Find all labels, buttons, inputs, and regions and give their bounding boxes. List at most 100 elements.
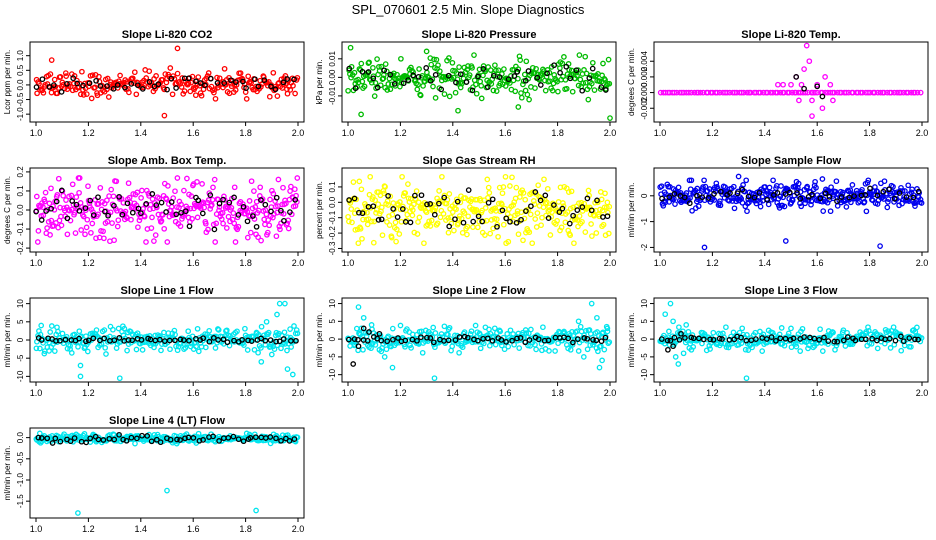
panel-sample-flow: Slope Sample Flow ml/min per min. 1.0 1.2 1.… bbox=[627, 155, 929, 268]
data-point bbox=[816, 336, 823, 343]
x-tick-label: 1.8 bbox=[551, 388, 564, 398]
data-point bbox=[697, 89, 704, 96]
data-point bbox=[757, 89, 764, 96]
y-tick-label: 0 bbox=[16, 337, 25, 342]
data-point bbox=[887, 345, 894, 351]
data-point bbox=[136, 217, 143, 224]
data-point bbox=[544, 70, 550, 77]
data-point bbox=[522, 339, 529, 346]
data-point bbox=[890, 324, 897, 331]
x-tick-label: 1.2 bbox=[82, 258, 95, 268]
data-point bbox=[268, 351, 275, 358]
plot-area bbox=[33, 300, 301, 382]
x-tick-label: 1.6 bbox=[187, 258, 200, 268]
data-point bbox=[714, 89, 721, 96]
data-point bbox=[242, 325, 248, 332]
data-point bbox=[459, 344, 466, 351]
data-point bbox=[806, 58, 813, 65]
data-point bbox=[806, 342, 812, 349]
data-point bbox=[384, 219, 390, 225]
data-point bbox=[172, 331, 178, 338]
data-point bbox=[231, 220, 238, 227]
x-tick-label: 1.6 bbox=[187, 524, 200, 534]
data-point bbox=[523, 58, 530, 65]
plot-frame bbox=[653, 167, 929, 253]
data-point bbox=[900, 338, 907, 345]
data-point bbox=[392, 219, 399, 226]
data-point bbox=[356, 66, 363, 72]
y-axis-label: degrees C per min. bbox=[3, 176, 12, 244]
data-point bbox=[348, 206, 355, 212]
plot-area bbox=[345, 44, 613, 121]
data-point bbox=[355, 304, 362, 310]
data-point bbox=[514, 68, 521, 75]
data-point bbox=[453, 206, 459, 213]
data-point bbox=[115, 325, 122, 332]
data-point bbox=[124, 200, 131, 207]
data-point bbox=[48, 89, 55, 96]
data-point bbox=[440, 210, 447, 217]
plot-area bbox=[345, 173, 613, 247]
data-point bbox=[576, 200, 582, 207]
data-point bbox=[516, 345, 523, 351]
data-point bbox=[103, 351, 109, 357]
data-point bbox=[378, 337, 385, 344]
data-point bbox=[480, 72, 486, 79]
data-point bbox=[179, 75, 186, 81]
data-point bbox=[790, 335, 797, 342]
data-point bbox=[852, 337, 859, 344]
data-point bbox=[223, 225, 230, 231]
y-tick-label: -0.002 bbox=[640, 96, 649, 119]
data-point bbox=[252, 76, 258, 83]
series-all-readings bbox=[657, 42, 924, 119]
data-point bbox=[571, 240, 577, 247]
data-point bbox=[215, 337, 221, 343]
data-point bbox=[604, 325, 611, 332]
data-point bbox=[67, 342, 73, 349]
panel-title: Slope Amb. Box Temp. bbox=[108, 155, 227, 167]
plot-frame bbox=[341, 167, 617, 253]
data-point bbox=[903, 194, 910, 200]
data-point bbox=[533, 346, 539, 353]
data-point bbox=[700, 184, 706, 190]
data-point bbox=[407, 219, 414, 226]
data-point bbox=[59, 330, 66, 337]
data-point bbox=[590, 212, 597, 218]
data-point bbox=[545, 337, 552, 344]
data-point bbox=[400, 80, 407, 87]
data-point bbox=[862, 336, 869, 343]
data-point bbox=[482, 232, 488, 238]
data-point bbox=[793, 343, 800, 350]
data-point bbox=[189, 215, 195, 222]
data-point bbox=[485, 199, 492, 206]
data-point bbox=[737, 337, 744, 344]
data-point bbox=[161, 329, 167, 336]
data-point bbox=[490, 72, 497, 79]
data-point bbox=[867, 185, 873, 192]
data-point bbox=[55, 175, 62, 182]
data-point bbox=[576, 52, 583, 58]
data-point bbox=[210, 184, 216, 191]
data-point bbox=[427, 223, 434, 229]
data-point bbox=[291, 436, 298, 442]
series-averages bbox=[35, 431, 298, 446]
data-point bbox=[738, 334, 744, 341]
data-point bbox=[76, 208, 83, 214]
data-point bbox=[232, 239, 239, 245]
data-point bbox=[513, 219, 520, 226]
data-point bbox=[128, 434, 135, 441]
data-point bbox=[168, 75, 175, 82]
data-point bbox=[74, 80, 81, 87]
data-point bbox=[478, 95, 485, 102]
data-point bbox=[524, 91, 531, 98]
data-point bbox=[522, 77, 529, 84]
plot-frame bbox=[29, 41, 305, 123]
data-point bbox=[244, 218, 251, 225]
data-point bbox=[551, 62, 557, 69]
data-point bbox=[164, 487, 170, 494]
data-point bbox=[596, 213, 603, 220]
data-point bbox=[840, 327, 847, 334]
data-point bbox=[161, 112, 168, 119]
data-point bbox=[195, 430, 202, 437]
data-point bbox=[581, 335, 588, 341]
